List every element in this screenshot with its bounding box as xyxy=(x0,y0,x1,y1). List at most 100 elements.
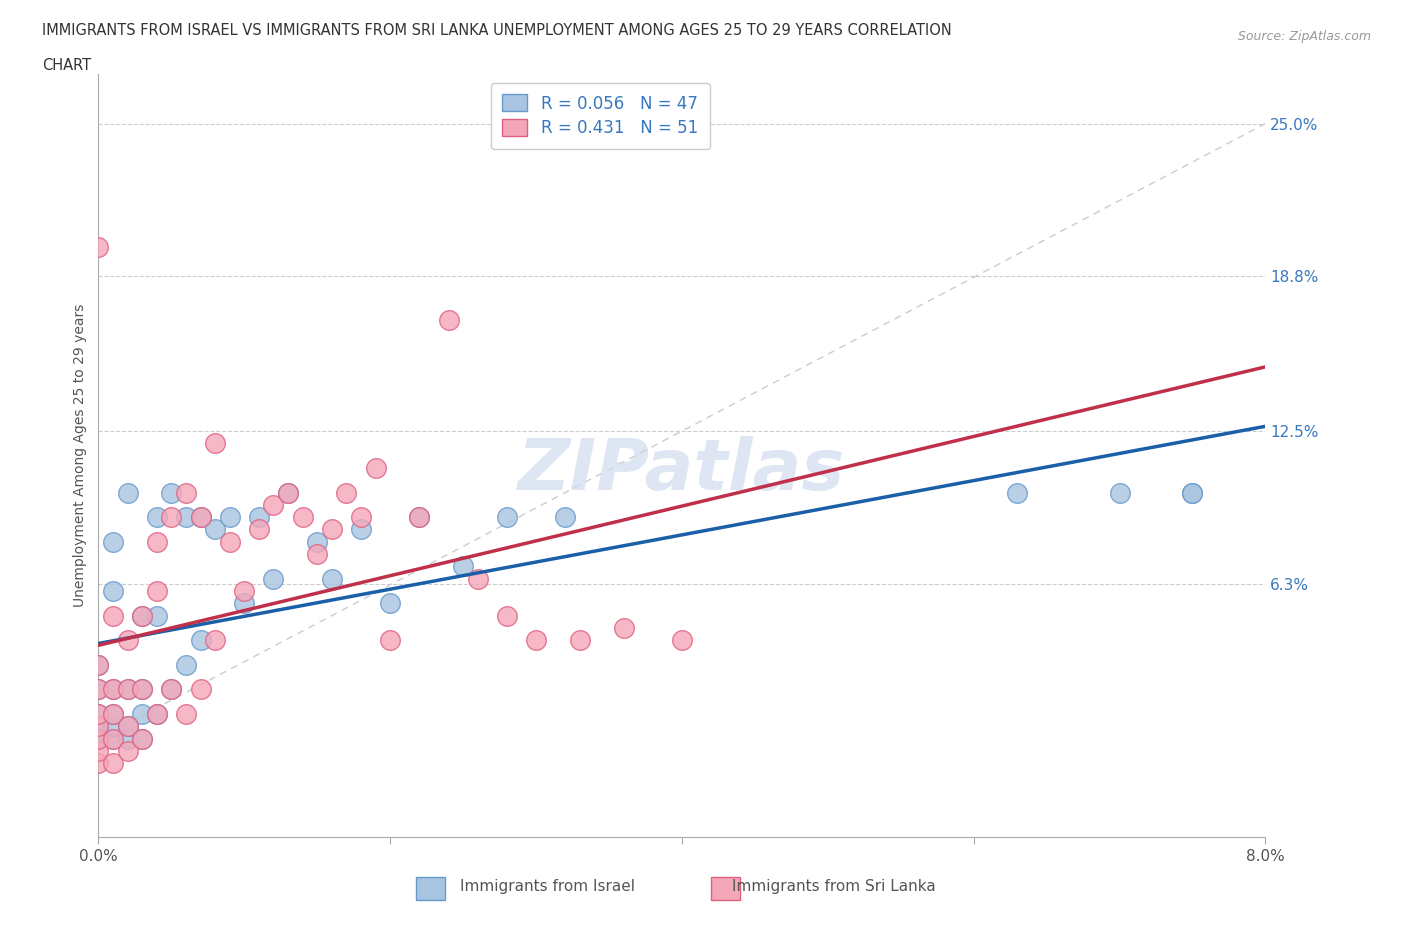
Point xyxy=(291,510,314,525)
Point xyxy=(204,436,226,451)
Text: CHART: CHART xyxy=(42,58,91,73)
Point xyxy=(101,731,124,746)
FancyBboxPatch shape xyxy=(416,877,446,899)
Point xyxy=(87,682,110,697)
Point xyxy=(160,485,183,500)
Point xyxy=(101,583,124,598)
Point xyxy=(117,731,139,746)
Point xyxy=(131,608,153,623)
Point xyxy=(190,682,212,697)
Legend: R = 0.056   N = 47, R = 0.431   N = 51: R = 0.056 N = 47, R = 0.431 N = 51 xyxy=(491,83,710,149)
Point xyxy=(335,485,357,500)
Point xyxy=(451,559,474,574)
Point xyxy=(87,682,110,697)
Point xyxy=(101,682,124,697)
Point xyxy=(1007,485,1029,500)
Point xyxy=(117,743,139,758)
Point xyxy=(101,608,124,623)
Point xyxy=(160,682,183,697)
Point xyxy=(671,632,693,647)
Point xyxy=(378,632,402,647)
Point xyxy=(117,719,139,734)
Point xyxy=(131,682,153,697)
Point xyxy=(247,510,270,525)
Point xyxy=(277,485,299,500)
Point xyxy=(467,571,489,586)
Point xyxy=(101,682,124,697)
Point xyxy=(117,632,139,647)
Text: ZIPatlas: ZIPatlas xyxy=(519,436,845,505)
Point xyxy=(117,682,139,697)
Point xyxy=(101,707,124,722)
Point xyxy=(146,583,169,598)
Point xyxy=(408,510,430,525)
Point xyxy=(408,510,430,525)
Point xyxy=(554,510,576,525)
Text: Immigrants from Sri Lanka: Immigrants from Sri Lanka xyxy=(731,879,935,894)
Point xyxy=(146,535,169,550)
Text: IMMIGRANTS FROM ISRAEL VS IMMIGRANTS FROM SRI LANKA UNEMPLOYMENT AMONG AGES 25 T: IMMIGRANTS FROM ISRAEL VS IMMIGRANTS FRO… xyxy=(42,23,952,38)
Point xyxy=(190,510,212,525)
Point xyxy=(277,485,299,500)
Point xyxy=(131,608,153,623)
Y-axis label: Unemployment Among Ages 25 to 29 years: Unemployment Among Ages 25 to 29 years xyxy=(73,304,87,607)
Point xyxy=(87,731,110,746)
Point xyxy=(321,571,343,586)
Point xyxy=(174,510,197,525)
Point xyxy=(307,547,329,562)
Point xyxy=(350,522,373,537)
Point xyxy=(247,522,270,537)
Point xyxy=(160,682,183,697)
Point xyxy=(204,522,226,537)
Point xyxy=(262,571,284,586)
FancyBboxPatch shape xyxy=(711,877,741,899)
Point xyxy=(146,510,169,525)
Point xyxy=(1108,485,1130,500)
Point xyxy=(233,583,256,598)
Point xyxy=(87,731,110,746)
Point xyxy=(101,731,124,746)
Point xyxy=(378,596,402,611)
Point xyxy=(117,485,139,500)
Point xyxy=(496,510,519,525)
Point xyxy=(87,658,110,672)
Point xyxy=(87,756,110,771)
Point xyxy=(146,608,169,623)
Point xyxy=(131,731,153,746)
Point xyxy=(87,731,110,746)
Point xyxy=(117,682,139,697)
Text: Source: ZipAtlas.com: Source: ZipAtlas.com xyxy=(1237,30,1371,43)
Point xyxy=(131,682,153,697)
Point xyxy=(146,707,169,722)
Point xyxy=(101,756,124,771)
Point xyxy=(101,707,124,722)
Point xyxy=(87,707,110,722)
Text: Immigrants from Israel: Immigrants from Israel xyxy=(460,879,636,894)
Point xyxy=(321,522,343,537)
Point xyxy=(160,510,183,525)
Point xyxy=(204,632,226,647)
Point xyxy=(101,535,124,550)
Point xyxy=(262,498,284,512)
Point xyxy=(87,743,110,758)
Point xyxy=(87,707,110,722)
Point xyxy=(87,719,110,734)
Point xyxy=(364,460,387,475)
Point xyxy=(87,239,110,254)
Point xyxy=(612,620,634,635)
Point xyxy=(146,707,169,722)
Point xyxy=(117,719,139,734)
Point xyxy=(87,658,110,672)
Point xyxy=(1181,485,1204,500)
Point xyxy=(174,658,197,672)
Point xyxy=(131,731,153,746)
Point xyxy=(174,707,197,722)
Point xyxy=(524,632,547,647)
Point xyxy=(190,510,212,525)
Point xyxy=(218,535,240,550)
Point xyxy=(1181,485,1204,500)
Point xyxy=(496,608,519,623)
Point xyxy=(101,719,124,734)
Point xyxy=(87,719,110,734)
Point xyxy=(218,510,240,525)
